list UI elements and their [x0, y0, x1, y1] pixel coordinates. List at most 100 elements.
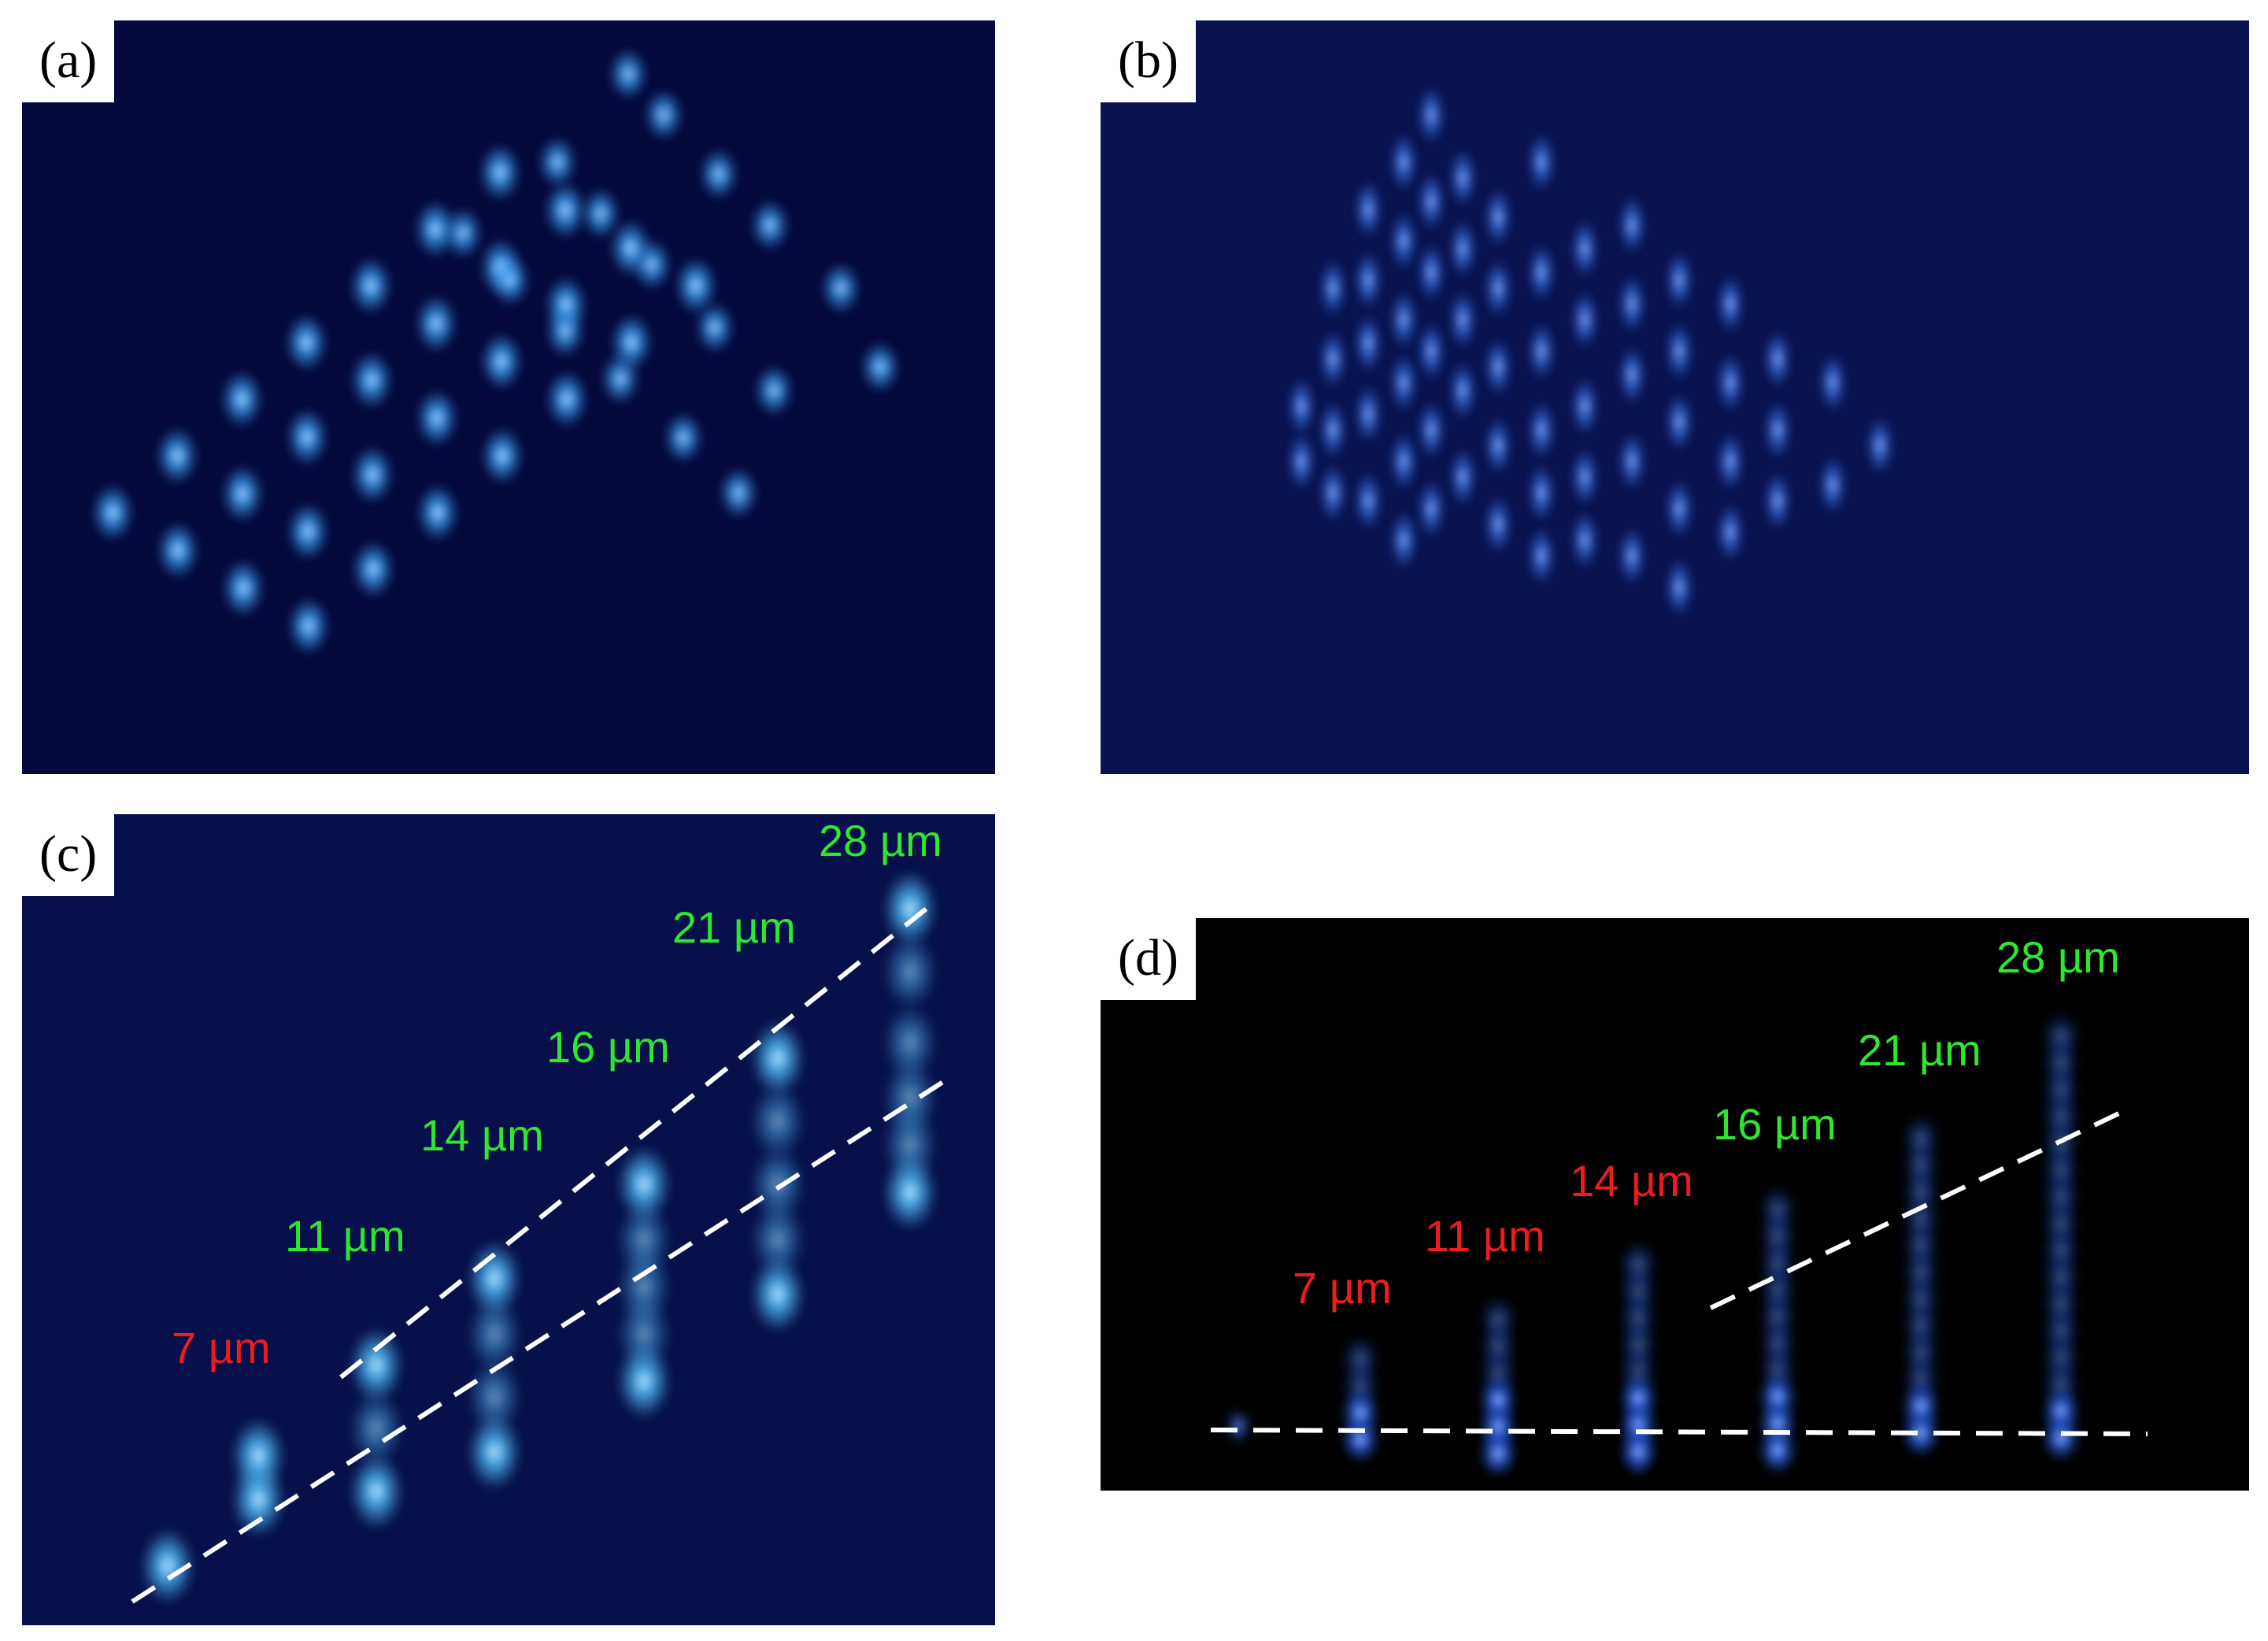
streak-spot	[1759, 1427, 1796, 1474]
lattice-spot	[1667, 252, 1692, 309]
lattice-spot	[1450, 220, 1475, 277]
lattice-spot	[1419, 402, 1444, 458]
lattice-spot	[1718, 354, 1743, 411]
lattice-spot	[1619, 276, 1645, 332]
lattice-spot	[287, 503, 328, 560]
lattice-spot	[1765, 331, 1790, 387]
lattice-spot	[1320, 260, 1345, 317]
lattice-spot	[416, 390, 457, 446]
lattice-spot	[675, 257, 716, 314]
label-c-7um: 7 µm	[172, 1323, 271, 1372]
lattice-spot	[92, 484, 133, 541]
elongated-spot	[883, 1154, 937, 1230]
lattice-spot	[1572, 512, 1597, 569]
elongated-spot	[468, 1296, 521, 1372]
lattice-spot	[1320, 331, 1345, 387]
lattice-spot	[1572, 220, 1597, 277]
lattice-spot	[417, 484, 458, 541]
lattice-spot	[1667, 394, 1692, 450]
lattice-spot	[1356, 472, 1381, 529]
lattice-spot	[1450, 291, 1475, 348]
lattice-spot	[351, 352, 392, 409]
lattice-spot	[223, 560, 264, 617]
label-d-11um: 11 µm	[1425, 1211, 1545, 1261]
panel-c: (c) 7 µm 11 µm 14 µm 16 µm 21 µm 28 µm	[22, 814, 995, 1625]
elongated-spot	[751, 1021, 805, 1096]
lattice-spot	[1619, 528, 1645, 584]
lattice-spot	[1320, 402, 1345, 458]
lattice-spot	[157, 522, 198, 579]
elongated-spot	[141, 1528, 194, 1604]
lattice-spot	[1820, 457, 1845, 513]
lattice-spot	[1419, 480, 1444, 537]
lattice-spot	[720, 468, 757, 518]
lattice-spot	[1485, 189, 1511, 246]
lattice-spot	[1289, 378, 1314, 435]
lattice-spot	[1419, 173, 1444, 230]
label-d-28um: 28 µm	[1996, 932, 2120, 982]
lattice-spot	[1356, 252, 1381, 309]
lattice-spot	[822, 263, 860, 313]
lattice-spot	[582, 188, 620, 239]
label-c-11um: 11 µm	[285, 1211, 405, 1261]
elongated-spot	[751, 1084, 805, 1159]
lattice-spot	[491, 255, 529, 306]
lattice-spot	[350, 257, 391, 314]
lattice-spot	[861, 342, 899, 392]
elongated-spot	[751, 1257, 805, 1332]
lattice-spot	[1356, 181, 1381, 238]
elongated-spot	[617, 1343, 671, 1419]
panel-tag-c: (c)	[22, 814, 115, 896]
micrograph-d	[1210, 1013, 2148, 1477]
label-c-14um: 14 µm	[420, 1110, 544, 1160]
lattice-spot	[1765, 472, 1790, 529]
lattice-spot	[1485, 496, 1511, 553]
lattice-spot	[1619, 433, 1645, 490]
lattice-spot	[1718, 433, 1743, 490]
lattice-spot	[1391, 291, 1416, 348]
lattice-spot	[609, 49, 647, 99]
lattice-spot	[1529, 134, 1554, 191]
streak-spot	[1226, 1409, 1251, 1443]
label-d-7um: 7 µm	[1293, 1263, 1392, 1313]
lattice-spot	[1485, 260, 1511, 317]
panel-tag-a: (a)	[22, 20, 115, 102]
dashed-guide-lower	[131, 1080, 945, 1604]
lattice-spot	[755, 365, 793, 416]
lattice-spot	[633, 239, 671, 290]
lattice-spot	[1529, 323, 1554, 380]
lattice-spot	[1391, 433, 1416, 490]
lattice-spot	[1485, 417, 1511, 474]
lattice-spot	[1667, 323, 1692, 380]
lattice-spot	[157, 428, 198, 484]
lattice-spot	[1572, 378, 1597, 435]
lattice-spot	[645, 90, 683, 140]
streak-spot	[2042, 1414, 2080, 1461]
lattice-spot	[696, 302, 734, 353]
lattice-spot	[1320, 465, 1345, 521]
lattice-spot	[1450, 449, 1475, 506]
lattice-spot	[1356, 315, 1381, 372]
streak-spot	[1902, 1409, 1940, 1457]
lattice-spot	[221, 371, 262, 428]
label-c-16um: 16 µm	[546, 1022, 670, 1072]
lattice-spot	[444, 208, 482, 258]
elongated-spot	[468, 1241, 521, 1317]
elongated-spot	[751, 1202, 805, 1277]
label-c-28um: 28 µm	[819, 816, 942, 865]
label-d-14um: 14 µm	[1570, 1156, 1693, 1206]
elongated-spot	[468, 1359, 521, 1435]
lattice-spot	[1391, 134, 1416, 191]
micrograph-b	[1289, 87, 1892, 616]
lattice-spot	[1619, 346, 1645, 403]
elongated-spot	[350, 1454, 403, 1529]
lattice-spot	[1619, 197, 1645, 254]
lattice-spot	[1419, 244, 1444, 301]
lattice-spot	[1289, 433, 1314, 490]
panel-tag-b: (b)	[1101, 20, 1196, 102]
micrograph-a	[92, 49, 899, 654]
lattice-spot	[601, 354, 639, 404]
lattice-spot	[287, 409, 327, 465]
panel-a: (a)	[22, 20, 995, 774]
panel-d: (d) 7 µm 11 µm 14 µm 16 µm 21 µm 28 µm	[1101, 918, 2249, 1491]
